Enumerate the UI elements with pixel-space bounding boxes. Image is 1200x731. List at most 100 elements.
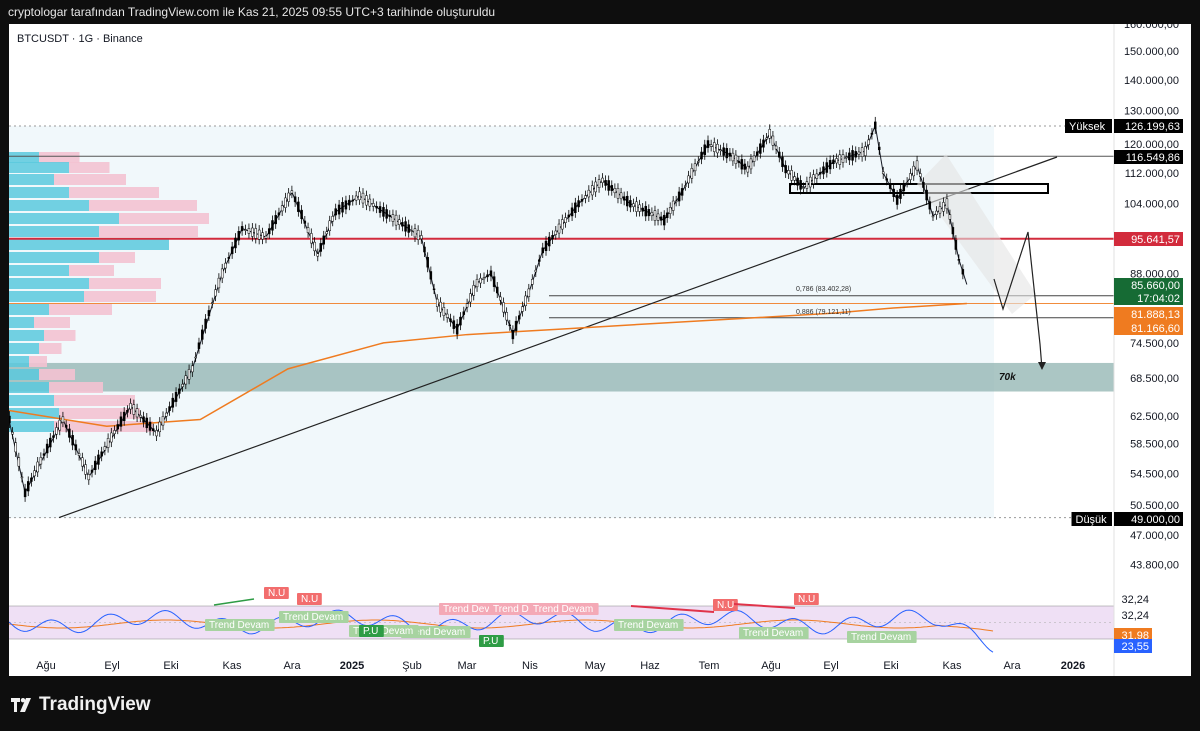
time-tick-label: Haz [640, 660, 660, 672]
oscillator-label: N.U [301, 594, 318, 605]
projection-path [993, 231, 1043, 370]
price-tag-value: 17:04:02 [1137, 293, 1180, 305]
candle-down [743, 163, 747, 170]
candle-up [442, 306, 446, 316]
oscillator-label: P.U [363, 626, 378, 637]
tradingview-logo[interactable]: TradingView [11, 694, 151, 716]
osc-tick-label: 32,24 [1121, 610, 1149, 622]
candle-up [635, 201, 638, 212]
candle-down [337, 204, 341, 215]
candle-up [638, 204, 641, 212]
candle-up [915, 160, 919, 171]
candle-up [410, 230, 414, 232]
candle-up [731, 152, 735, 162]
target-70k-label: 70k [999, 372, 1016, 383]
candle-up [184, 375, 188, 385]
candle-down [142, 416, 145, 423]
oscillator-label-bg [739, 627, 809, 639]
chart-caption-bar: cryptologar tarafından TradingView.com i… [0, 0, 1200, 24]
volume-profile-bar [49, 382, 103, 393]
candle-up [587, 189, 591, 198]
time-tick-label: Ağu [36, 660, 56, 672]
candle-down [778, 151, 781, 158]
candle-up [106, 438, 110, 448]
candle-down [378, 206, 382, 213]
price-tick-label: 62.500,00 [1130, 411, 1179, 423]
candle-up [310, 233, 313, 244]
candle-down [116, 424, 119, 430]
candle-down [665, 212, 669, 219]
candle-down [551, 235, 554, 240]
candle-down [825, 162, 829, 173]
oscillator-label-bg [264, 587, 289, 599]
candle-down [538, 259, 541, 262]
candle-up [564, 217, 567, 223]
candle-up [58, 419, 62, 431]
candle-up [687, 175, 690, 184]
price-tick-label: 68.500,00 [1130, 373, 1179, 385]
time-tick-label: Ağu [761, 660, 781, 672]
candle-down [23, 488, 27, 498]
candle-up [881, 171, 885, 175]
candle-up [181, 383, 184, 387]
candle-up [697, 161, 700, 163]
fib-0786-label: 0,786 (83.402,28) [796, 286, 851, 293]
candle-up [768, 129, 771, 139]
price-tag-value: 49.000,00 [1131, 514, 1180, 526]
time-tick-label: Kas [223, 660, 242, 672]
oscillator-label: Trend Devam [493, 604, 553, 615]
candle-up [857, 151, 861, 155]
candle-down [148, 421, 152, 431]
candle-up [584, 195, 587, 199]
volume-profile-bar [99, 252, 135, 263]
candle-up [521, 306, 524, 312]
candle-up [534, 269, 538, 273]
chart-panel[interactable]: 0,786 (83.402,28) 0,886 (79.121,11) 70k Tr… [9, 24, 1191, 676]
volume-profile-bar [69, 187, 159, 198]
candle-up [475, 278, 479, 288]
candle-down [227, 257, 231, 259]
candle-up [815, 173, 819, 179]
osc-tag-value: 23,55 [1121, 641, 1149, 653]
candle-down [570, 207, 574, 217]
candle-down [922, 182, 925, 188]
candle-down [271, 220, 274, 231]
candle-down [119, 416, 123, 427]
candle-up [713, 142, 716, 152]
oscillator-label: N.U [268, 588, 285, 599]
chart-canvas[interactable]: 0,786 (83.402,28) 0,886 (79.121,11) 70k Tr… [9, 24, 1191, 676]
candle-down [426, 257, 429, 268]
candle-up [774, 145, 778, 150]
candle-down [604, 180, 607, 186]
oscillator-label-bg [479, 635, 504, 647]
candle-up [613, 188, 617, 194]
volume-profile-bar [9, 174, 54, 185]
fib-0886-label: 0,886 (79.121,11) [796, 309, 851, 316]
volume-profile-bar [9, 343, 39, 354]
candle-up [844, 156, 848, 159]
candle-up [194, 356, 197, 359]
candle-up [590, 185, 594, 196]
candle-up [864, 146, 867, 156]
volume-profile-bar [69, 265, 114, 276]
candle-down [45, 443, 49, 454]
candle-up [87, 474, 91, 481]
candle-down [30, 477, 33, 482]
candle-down [64, 424, 68, 428]
candle-down [610, 185, 614, 191]
candle-down [401, 222, 404, 227]
candle-up [261, 232, 264, 240]
candle-up [787, 170, 790, 175]
candle-up [502, 302, 505, 313]
candle-down [899, 188, 902, 199]
price-tag-value: 126.199,63 [1125, 121, 1180, 133]
candle-down [622, 196, 626, 201]
volume-profile-bar [39, 343, 62, 354]
candle-down [851, 150, 854, 161]
support-zone-70k [9, 362, 1114, 392]
candle-up [469, 293, 472, 303]
price-tag-bg [1114, 307, 1183, 321]
time-tick-label: Nis [522, 660, 538, 672]
candle-up [416, 229, 420, 241]
oscillator-label-bg [205, 619, 275, 631]
